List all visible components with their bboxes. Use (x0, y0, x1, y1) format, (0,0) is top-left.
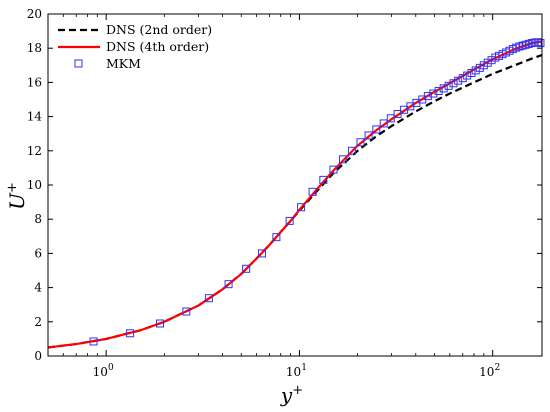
mkm-point (364, 131, 373, 140)
mkm-point (527, 39, 536, 48)
y-axis-label-main: U (5, 192, 29, 210)
mkm-point (533, 38, 542, 47)
y-tick-label: 4 (34, 281, 42, 295)
x-axis-label-main: y (280, 383, 293, 407)
mkm-point (372, 125, 381, 134)
legend-marker-mkm (74, 59, 83, 68)
mkm-point (444, 81, 453, 90)
mkm-point (467, 68, 476, 77)
mkm-point (224, 280, 233, 289)
y-tick-label: 20 (27, 7, 42, 21)
x-tick-label: 102 (479, 363, 500, 379)
x-axis-label-sup: + (292, 383, 303, 398)
legend-label-dns-4th: DNS (4th order) (106, 39, 209, 54)
mkm-point (463, 71, 472, 80)
mkm-point (126, 329, 135, 338)
mkm-point (439, 84, 448, 93)
mkm-point (393, 110, 402, 119)
mkm-point (429, 89, 438, 98)
y-axis-label: U+ (5, 182, 29, 210)
plot-frame (47, 13, 543, 357)
legend: DNS (2nd order) DNS (4th order) MKM (58, 22, 212, 71)
mkm-point (285, 216, 294, 225)
mkm-point (423, 92, 432, 101)
mkm-point (475, 63, 484, 72)
mkm-point (386, 114, 395, 123)
mkm-point (297, 203, 306, 212)
mkm-point (89, 337, 98, 346)
tick-layer: 0 2 4 6 8 10 12 14 16 18 20 100 101 102 (27, 7, 542, 379)
mkm-point (257, 249, 266, 258)
mkm-point (204, 294, 213, 303)
mkm-point (434, 86, 443, 95)
mkm-point (379, 119, 388, 128)
mkm-point (356, 138, 365, 147)
y-axis-label-sup: + (5, 182, 20, 193)
x-tick-label: 101 (286, 363, 307, 379)
y-tick-label: 2 (34, 315, 42, 329)
mkm-point (308, 187, 317, 196)
mkm-point (242, 264, 251, 273)
mkm-point (536, 39, 545, 48)
y-tick-label: 16 (27, 75, 42, 89)
y-tick-label: 12 (27, 144, 42, 158)
y-tick-label: 10 (27, 178, 42, 192)
series-layer (47, 38, 545, 349)
mkm-point (329, 165, 338, 174)
y-axis-label-text: U+ (5, 182, 29, 210)
mkm-point (454, 76, 463, 85)
mkm-point (347, 146, 356, 155)
y-tick-label: 0 (34, 349, 42, 363)
x-tick-label: 100 (93, 363, 114, 379)
legend-label-dns-2nd: DNS (2nd order) (106, 22, 212, 37)
x-axis-label: y+ (280, 383, 303, 407)
y-tick-label: 14 (27, 110, 43, 124)
mkm-point (156, 319, 165, 328)
plot-background (48, 14, 542, 356)
mkm-point (319, 175, 328, 184)
y-tick-label: 6 (34, 246, 42, 260)
mkm-point (272, 233, 281, 242)
mkm-point (458, 74, 467, 83)
x-axis-label-text: y+ (280, 383, 303, 407)
y-tick-label: 8 (34, 212, 42, 226)
mkm-point (182, 307, 191, 316)
mkm-point (338, 155, 347, 164)
legend-label-mkm: MKM (106, 56, 141, 71)
mkm-point (471, 66, 480, 75)
mkm-point (449, 79, 458, 88)
y-tick-label: 18 (27, 41, 42, 55)
